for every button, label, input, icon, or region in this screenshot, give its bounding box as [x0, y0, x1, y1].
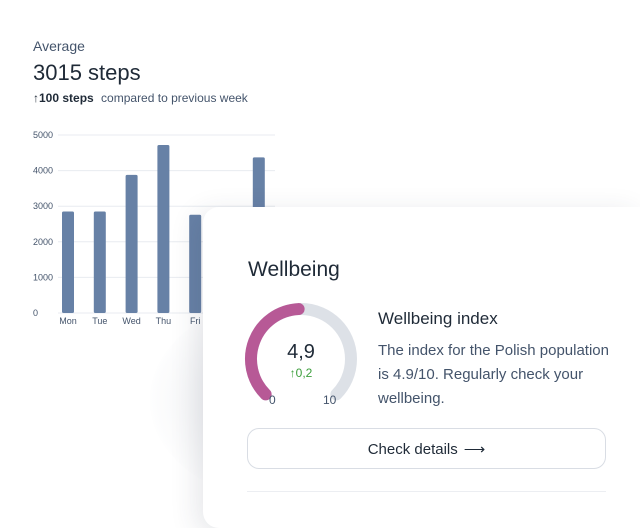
bar-wed: [125, 174, 138, 313]
x-tick-label: Wed: [122, 316, 140, 326]
check-details-label: Check details: [367, 440, 458, 458]
arrow-right-icon: ⟶: [463, 440, 486, 458]
x-tick-label: Tue: [92, 316, 107, 326]
average-steps-value: 3015 steps: [33, 60, 141, 85]
check-details-button[interactable]: Check details ⟶: [247, 428, 606, 469]
y-tick-label: 1000: [33, 272, 53, 282]
y-tick-label: 0: [33, 308, 38, 318]
average-label: Average: [33, 38, 85, 54]
bar-fri: [189, 214, 202, 313]
y-tick-label: 4000: [33, 166, 53, 176]
wellbeing-gauge: 4,9 ↑0,2 0 10: [241, 301, 361, 411]
card-divider: [247, 491, 606, 492]
x-tick-label: Mon: [59, 316, 77, 326]
y-tick-label: 3000: [33, 201, 53, 211]
bar-tue: [93, 211, 106, 313]
wellbeing-index-title: Wellbeing index: [378, 309, 498, 328]
comparison-text: compared to previous week: [101, 91, 248, 105]
gauge-max-label: 10: [323, 393, 337, 407]
gauge-value: 4,9: [287, 341, 315, 363]
y-tick-label: 2000: [33, 237, 53, 247]
wellbeing-card: Wellbeing 4,9 ↑0,2 0 10 Wellbeing index …: [203, 207, 640, 528]
wellbeing-index-description: The index for the Polish population is 4…: [378, 342, 609, 407]
steps-comparison: ↑100 steps compared to previous week: [33, 91, 248, 105]
bar-thu: [157, 144, 170, 313]
steps-delta: ↑100 steps: [33, 91, 94, 105]
y-tick-label: 5000: [33, 130, 53, 140]
wellbeing-title: Wellbeing: [248, 258, 340, 281]
x-tick-label: Fri: [190, 316, 201, 326]
gauge-min-label: 0: [269, 393, 276, 407]
bar-mon: [62, 211, 74, 313]
x-tick-label: Thu: [156, 316, 172, 326]
gauge-fill: [245, 303, 305, 401]
gauge-delta: ↑0,2: [289, 366, 313, 380]
